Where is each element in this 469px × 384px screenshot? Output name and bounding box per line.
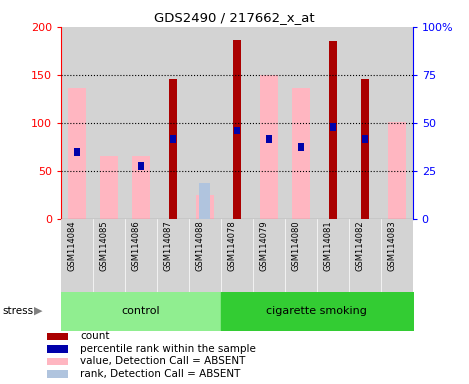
Bar (169, 79, 177, 219)
Bar (349, 219, 381, 292)
Text: GSM114078: GSM114078 (228, 220, 237, 271)
Text: count: count (80, 331, 109, 341)
Bar (47, 345, 68, 353)
Bar (253, 219, 285, 292)
Bar (196, 195, 214, 219)
Bar (199, 184, 211, 219)
Bar (47, 370, 68, 378)
Bar (292, 88, 310, 219)
Text: GSM114082: GSM114082 (356, 220, 365, 271)
Bar (285, 219, 317, 292)
Bar (298, 143, 303, 151)
Bar (317, 27, 349, 219)
Bar (61, 27, 93, 219)
Bar (157, 27, 189, 219)
Bar (47, 333, 68, 340)
Bar (189, 27, 221, 219)
Bar (221, 219, 253, 292)
Bar (285, 27, 317, 219)
Bar (317, 219, 349, 292)
Text: GSM114088: GSM114088 (196, 220, 205, 271)
Text: GSM114087: GSM114087 (164, 220, 173, 271)
Text: percentile rank within the sample: percentile rank within the sample (80, 344, 256, 354)
Bar (362, 136, 368, 143)
Bar (47, 358, 68, 365)
Bar (93, 219, 125, 292)
Text: GSM114081: GSM114081 (324, 220, 333, 271)
Bar (125, 219, 157, 292)
Bar (361, 79, 369, 219)
Bar (74, 148, 80, 156)
Bar (381, 219, 413, 292)
Bar (157, 219, 189, 292)
Bar (266, 136, 272, 143)
Text: GSM114086: GSM114086 (132, 220, 141, 271)
Text: stress: stress (2, 306, 33, 316)
Bar (233, 40, 241, 219)
Text: control: control (121, 306, 160, 316)
Text: GSM114079: GSM114079 (260, 220, 269, 271)
Text: GDS2490 / 217662_x_at: GDS2490 / 217662_x_at (154, 12, 315, 25)
Text: GSM114085: GSM114085 (100, 220, 109, 271)
Text: cigarette smoking: cigarette smoking (266, 306, 367, 316)
Bar (68, 88, 86, 219)
Text: rank, Detection Call = ABSENT: rank, Detection Call = ABSENT (80, 369, 240, 379)
Bar (132, 157, 150, 219)
Bar (221, 27, 253, 219)
Bar (330, 123, 336, 131)
Bar (189, 219, 221, 292)
Bar (381, 27, 413, 219)
Bar (138, 162, 144, 170)
Text: GSM114083: GSM114083 (388, 220, 397, 271)
Bar (253, 27, 285, 219)
Text: ▶: ▶ (34, 306, 42, 316)
Bar (170, 136, 176, 143)
Bar (349, 27, 381, 219)
Bar (234, 127, 240, 134)
Bar (93, 27, 125, 219)
Text: value, Detection Call = ABSENT: value, Detection Call = ABSENT (80, 356, 245, 366)
Bar (329, 41, 337, 219)
Bar (61, 219, 93, 292)
Text: GSM114080: GSM114080 (292, 220, 301, 271)
Text: GSM114084: GSM114084 (68, 220, 77, 271)
Bar (100, 157, 118, 219)
Bar (260, 75, 278, 219)
Bar (125, 27, 157, 219)
Bar (388, 122, 406, 219)
